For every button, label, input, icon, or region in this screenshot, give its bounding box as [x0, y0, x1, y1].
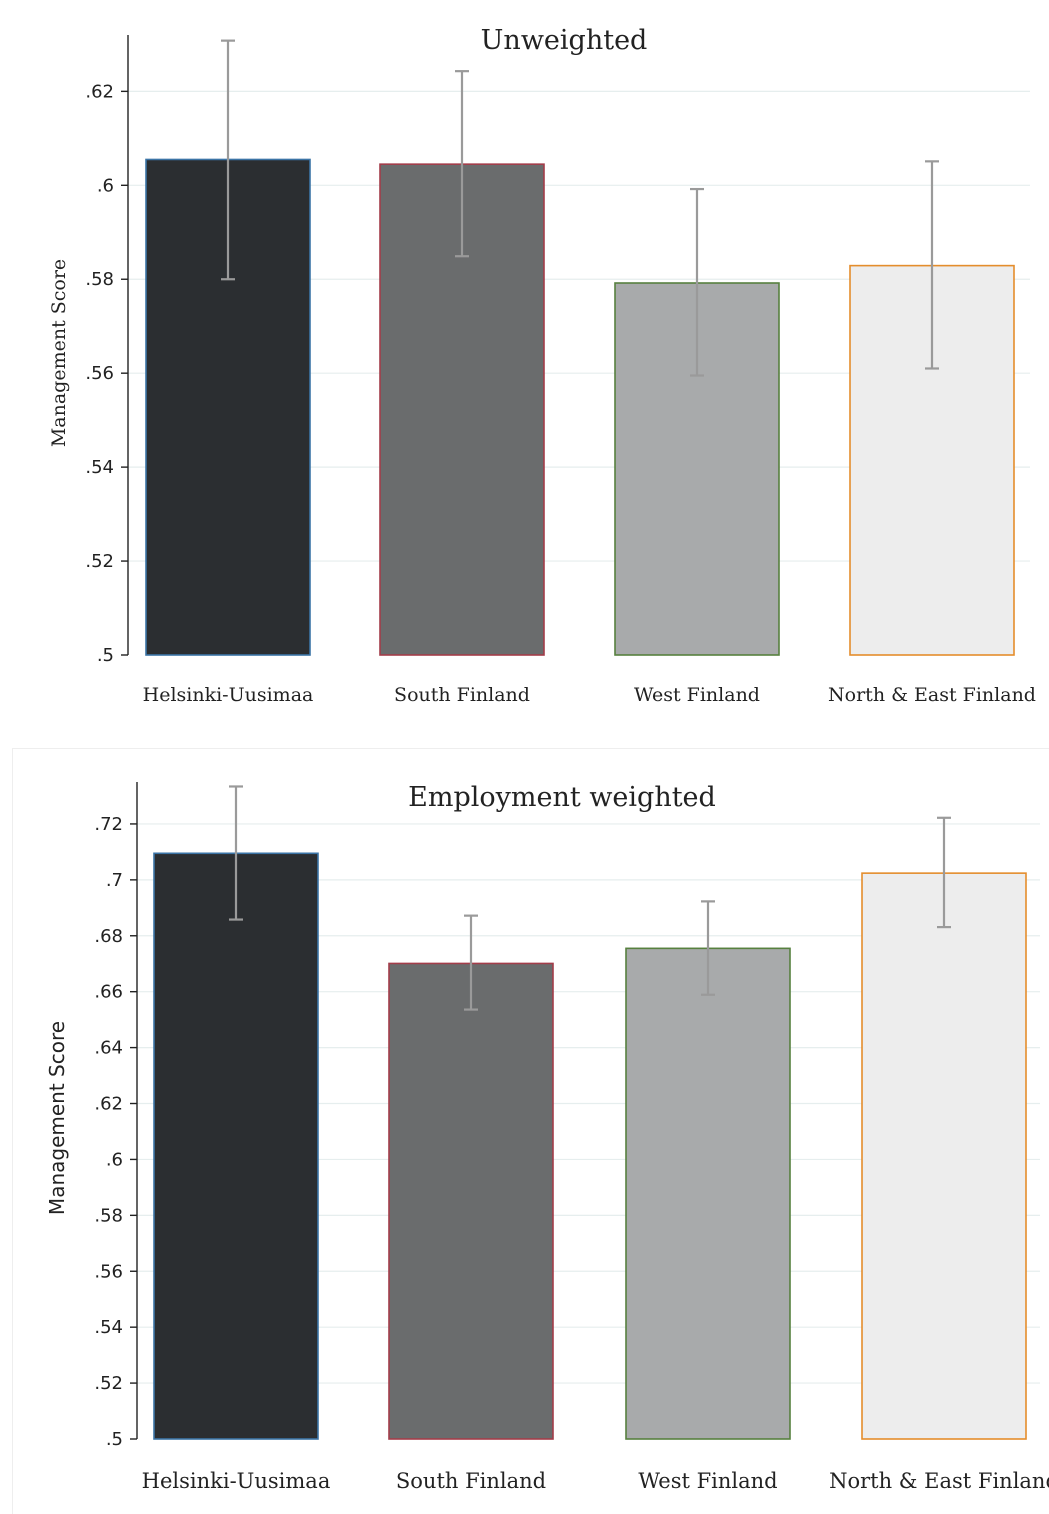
x-category-label: Helsinki-Uusimaa: [142, 1469, 331, 1493]
y-tick-label: .5: [97, 645, 114, 666]
bar: [388, 962, 554, 1440]
x-category-labels: Helsinki-Uusimaa South Finland West Finlan…: [142, 1469, 1049, 1493]
y-tick-label: .56: [85, 363, 114, 384]
y-tick-label: .66: [94, 982, 123, 1003]
y-tick-label: .58: [85, 269, 114, 290]
y-tick-label: .6: [106, 1149, 123, 1170]
error-bars: [229, 785, 951, 1011]
y-tick-label: .62: [94, 1094, 123, 1115]
employment-weighted-chart-panel: Employment weighted Management Score .5.…: [0, 740, 1049, 1514]
y-tick-label: .62: [85, 81, 114, 102]
y-tick-label: .52: [85, 551, 114, 572]
x-category-label: West Finland: [634, 684, 760, 706]
bar: [153, 852, 319, 1440]
error-bars: [221, 39, 939, 377]
x-category-label: South Finland: [394, 684, 530, 706]
x-category-label: West Finland: [638, 1469, 777, 1493]
y-tick-label: .7: [106, 870, 123, 891]
y-tick-label: .54: [94, 1317, 123, 1338]
y-tick-label: .68: [94, 926, 123, 947]
y-tick-labels: .5 .52 .54 .56 .58 .6 .62: [85, 81, 128, 666]
y-tick-labels: .5 .52 .54 .56 .58 .6 .62 .64 .66 .68 .7 .72: [94, 814, 137, 1450]
bars: [145, 158, 1015, 656]
x-category-label: North & East Finland: [829, 1469, 1049, 1493]
y-tick-label: .5: [106, 1429, 123, 1450]
x-category-labels: Helsinki-Uusimaa South Finland West Finlan…: [143, 684, 1036, 706]
y-tick-label: .52: [94, 1373, 123, 1394]
y-tick-label: .58: [94, 1205, 123, 1226]
x-category-label: South Finland: [396, 1469, 546, 1493]
chart-title: Employment weighted: [408, 782, 716, 813]
panel-frame: [12, 748, 1049, 1514]
unweighted-bar-chart: Unweighted Management Score .5 .52 .54 .56.…: [48, 25, 1036, 706]
y-tick-label: .64: [94, 1038, 123, 1059]
y-axis-label: Management Score: [45, 1021, 69, 1215]
y-tick-label: .54: [85, 457, 114, 478]
bars: [153, 852, 1027, 1440]
bar: [861, 872, 1027, 1440]
x-category-label: North & East Finland: [828, 684, 1036, 706]
y-tick-label: .6: [97, 175, 114, 196]
y-tick-label: .56: [94, 1261, 123, 1282]
x-category-label: Helsinki-Uusimaa: [143, 684, 314, 706]
employment-weighted-bar-chart: Employment weighted Management Score .5.…: [45, 782, 1049, 1493]
unweighted-chart-panel: Unweighted Management Score .5 .52 .54 .56.…: [0, 0, 1049, 720]
chart-title: Unweighted: [481, 25, 648, 56]
y-axis-label: Management Score: [48, 259, 70, 447]
bar: [625, 947, 791, 1440]
y-tick-label: .72: [94, 814, 123, 835]
